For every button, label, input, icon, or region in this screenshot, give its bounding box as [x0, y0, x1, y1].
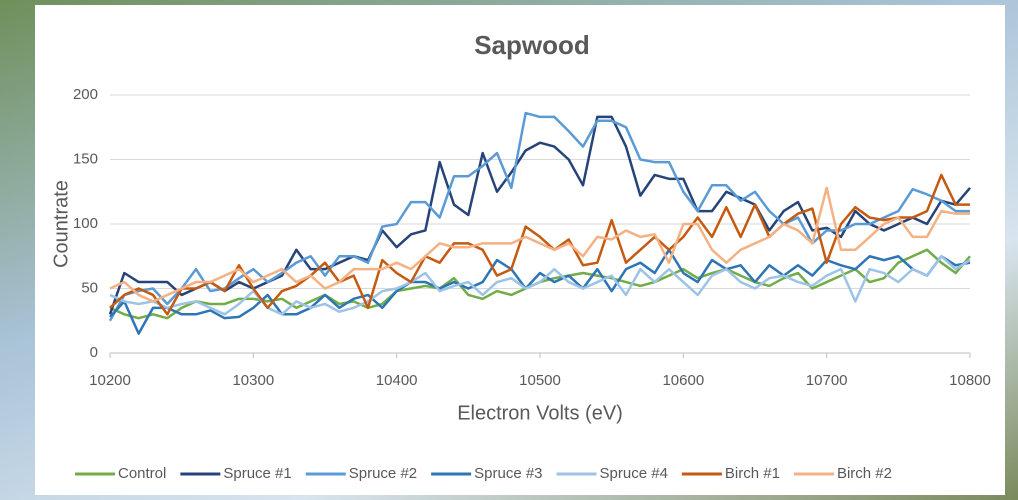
chart: Sapwood Countrate Electron Volts (eV) 0 5…	[0, 0, 1018, 500]
y-tick-label: 100	[73, 215, 98, 232]
x-tick-label: 10300	[232, 372, 274, 389]
legend-label: Spruce #3	[474, 465, 542, 482]
legend-label: Birch #2	[837, 465, 892, 482]
legend-label: Spruce #1	[223, 465, 291, 482]
legend-label: Birch #1	[725, 465, 780, 482]
x-tick-label: 10500	[519, 372, 561, 389]
x-tick-label: 10600	[662, 372, 704, 389]
chart-title: Sapwood	[474, 30, 590, 60]
x-tick-label: 10700	[806, 372, 848, 389]
y-axis-label: Countrate	[50, 180, 72, 268]
y-tick-label: 200	[73, 86, 98, 103]
x-tick-label: 10400	[376, 372, 418, 389]
x-tick-label: 10200	[89, 372, 131, 389]
page: {"chart_data": {"type": "line", "title":…	[0, 0, 1018, 500]
y-tick-label: 50	[81, 279, 98, 296]
legend-label: Spruce #2	[349, 465, 417, 482]
legend-label: Control	[118, 465, 166, 482]
y-tick-label: 150	[73, 150, 98, 167]
x-axis-label: Electron Volts (eV)	[457, 402, 623, 424]
x-tick-label: 10800	[949, 372, 991, 389]
y-tick-label: 0	[90, 344, 98, 361]
legend-label: Spruce #4	[600, 465, 668, 482]
